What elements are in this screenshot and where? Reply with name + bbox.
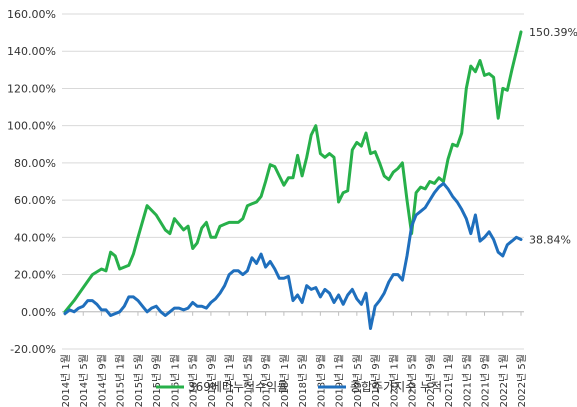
y-tick-label: 60.00%: [14, 194, 56, 207]
x-tick-label: 2016년 5월: [188, 354, 200, 407]
series-line-2: [63, 181, 523, 330]
end-value-label: 38.84%: [529, 233, 571, 246]
x-tick-label: 2021년 9월: [480, 354, 492, 407]
y-tick-label: 20.00%: [14, 269, 56, 282]
x-tick-label: 2017년 1월: [224, 354, 236, 407]
series-line-1: [63, 30, 523, 314]
x-tick-label: 2015년 5월: [133, 354, 145, 407]
x-tick-label: 2017년 5월: [242, 354, 254, 407]
x-tick-label: 2015년 9월: [151, 354, 163, 407]
y-tick-label: 40.00%: [14, 231, 56, 244]
y-tick-label: 100.00%: [7, 120, 56, 133]
y-tick-label: 160.00%: [7, 8, 56, 21]
x-tick-label: 2022년 1월: [498, 354, 510, 407]
x-tick-label: 2018년 5월: [297, 354, 309, 407]
y-axis-ticks: -20.00% 0.00% 20.00% 40.00% 60.00% 80.00% 100.…: [7, 8, 56, 356]
x-tick-label: 2020년 1월: [388, 354, 400, 407]
x-tick-label: 2015년 1월: [115, 354, 127, 407]
y-tick-label: 140.00%: [7, 45, 56, 58]
gridlines: [62, 13, 524, 350]
x-tick-label: 2019년 5월: [352, 354, 364, 407]
x-tick-label: 2019년 9월: [370, 354, 382, 407]
x-axis-ticks: 2014년 1월 2014년 5월 2014년 9월 2015년 1월 2015년 5월…: [60, 311, 528, 407]
series-lines: [63, 30, 523, 330]
y-tick-label: 0.00%: [21, 306, 56, 319]
x-tick-label: 2018년 9월: [315, 354, 327, 407]
legend-entry: 369베타누적수익률: [188, 380, 288, 394]
y-tick-label: 80.00%: [14, 157, 56, 170]
end-value-label: 150.39%: [529, 26, 577, 39]
end-labels: 150.39% 38.84%: [529, 26, 577, 247]
x-tick-label: 2020년 9월: [425, 354, 437, 407]
y-tick-label: -20.00%: [10, 343, 56, 356]
x-tick-label: 2016년 9월: [206, 354, 218, 407]
legend-entry: 종합주가지수 누적: [350, 380, 442, 394]
x-tick-label: 2022년 5월: [516, 354, 528, 407]
x-tick-label: 2018년 1월: [279, 354, 291, 407]
x-tick-label: 2020년 5월: [407, 354, 419, 407]
x-tick-label: 2014년 1월: [60, 354, 72, 407]
y-tick-label: 120.00%: [7, 82, 56, 95]
x-tick-label: 2021년 5월: [461, 354, 473, 407]
x-tick-label: 2016년 1월: [169, 354, 181, 407]
x-tick-label: 2014년 5월: [78, 354, 90, 407]
legend: 369베타누적수익률 종합주가지수 누적: [156, 380, 442, 394]
x-tick-label: 2017년 9월: [261, 354, 273, 407]
x-tick-label: 2021년 1월: [443, 354, 455, 407]
x-tick-label: 2019년 1월: [334, 354, 346, 407]
x-tick-label: 2014년 9월: [96, 354, 108, 407]
